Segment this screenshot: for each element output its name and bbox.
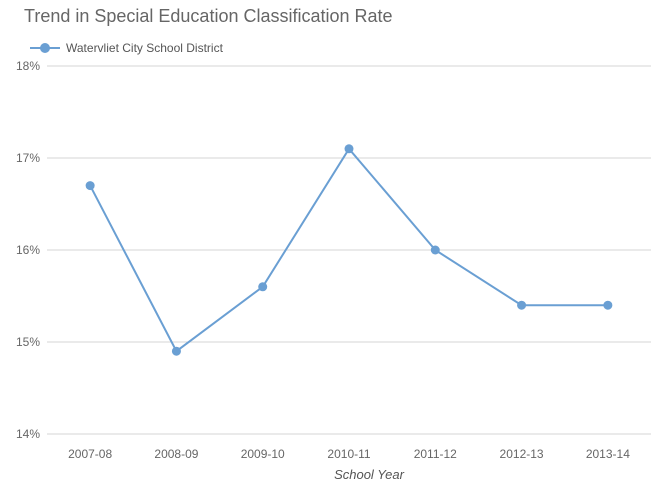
- data-point: [430, 245, 440, 255]
- data-point: [344, 144, 354, 154]
- y-tick-label: 17%: [16, 151, 40, 165]
- x-tick-label: 2008-09: [154, 447, 198, 461]
- data-point: [171, 346, 181, 356]
- chart-title: Trend in Special Education Classificatio…: [24, 6, 393, 26]
- y-tick-label: 14%: [16, 427, 40, 441]
- legend[interactable]: Watervliet City School District: [30, 40, 223, 56]
- y-tick-label: 15%: [16, 335, 40, 349]
- data-point: [603, 300, 613, 310]
- legend-series-label: Watervliet City School District: [66, 41, 223, 55]
- y-tick-label: 18%: [16, 59, 40, 73]
- y-tick-label: 16%: [16, 243, 40, 257]
- x-tick-label: 2007-08: [68, 447, 112, 461]
- data-point: [517, 300, 527, 310]
- x-tick-label: 2012-13: [500, 447, 544, 461]
- legend-series-marker: [40, 43, 50, 53]
- x-axis-label: School Year: [334, 467, 405, 482]
- x-tick-label: 2013-14: [586, 447, 630, 461]
- legend-series-line: [30, 43, 60, 53]
- x-tick-label: 2009-10: [241, 447, 285, 461]
- x-tick-label: 2011-12: [414, 447, 457, 461]
- x-tick-label: 2010-11: [327, 447, 370, 461]
- data-point: [258, 282, 268, 292]
- data-point: [85, 181, 95, 191]
